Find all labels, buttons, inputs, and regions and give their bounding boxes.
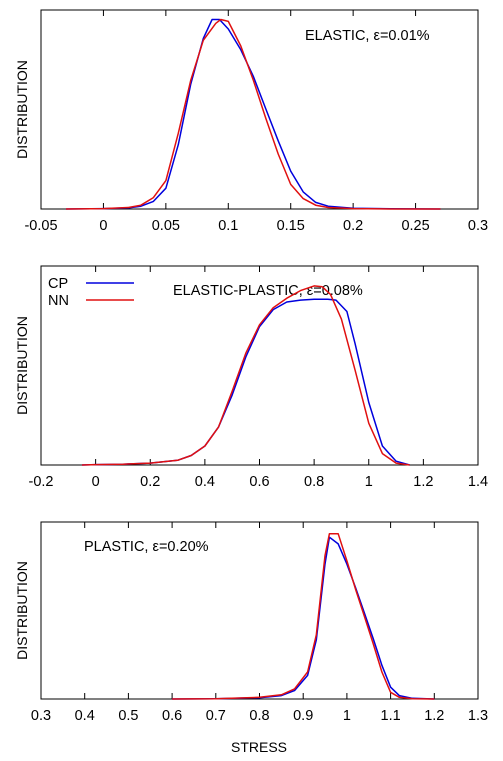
x-tick-label: 0.6 <box>249 474 269 490</box>
x-tick-label: 1.4 <box>468 474 488 490</box>
x-tick-label: 1.2 <box>424 708 444 724</box>
x-tick-label: 0.8 <box>249 708 269 724</box>
x-tick-label: -0.2 <box>29 474 54 490</box>
series-line-cp <box>65 18 441 210</box>
x-tick-label: -0.05 <box>24 218 57 234</box>
x-tick-label: 0.7 <box>206 708 226 724</box>
x-tick-label: 0 <box>92 474 100 490</box>
series-line-nn <box>172 533 435 700</box>
x-tick-label: 0.05 <box>152 218 180 234</box>
y-axis-label: DISTRIBUTION <box>14 316 30 415</box>
x-tick-label: 0.15 <box>277 218 305 234</box>
x-tick-label: 0.8 <box>304 474 324 490</box>
series-line-cp <box>172 536 435 700</box>
chart-panel-1: -0.05 0 0.05 0.1 0.15 0.2 0.25 0.3 DISTRIBUTION E… <box>14 9 488 234</box>
series-line-nn <box>81 285 410 466</box>
x-tick-label: 0.4 <box>75 708 95 724</box>
chart-panel-3: 0.3 0.4 0.5 0.6 0.7 0.8 0.9 1 1.1 1.2 1.3 DISTRIBUT… <box>14 521 488 724</box>
legend-label-cp: CP <box>48 276 68 292</box>
x-tick-label: 0.1 <box>218 218 238 234</box>
panel-annotation: ELASTIC-PLASTIC, ε=0.08% <box>173 283 363 299</box>
chart-panel-2: -0.2 0 0.2 0.4 0.6 0.8 1 1.2 1.4 DISTRIBUTION ELAS… <box>14 265 488 490</box>
x-tick-label: 0.2 <box>343 218 363 234</box>
series-line-nn <box>65 18 441 210</box>
panel-annotation: PLASTIC, ε=0.20% <box>84 539 209 555</box>
x-tick-label: 0.3 <box>31 708 51 724</box>
plot-frame <box>40 9 479 210</box>
x-tick-label: 1 <box>365 474 373 490</box>
x-tick-label: 1.1 <box>381 708 401 724</box>
x-tick-label: 0.4 <box>195 474 215 490</box>
x-tick-label: 1.2 <box>413 474 433 490</box>
series-line-cp <box>81 298 410 466</box>
x-tick-label: 1.3 <box>468 708 488 724</box>
x-axis-label: STRESS <box>231 739 287 755</box>
y-axis-label: DISTRIBUTION <box>14 561 30 660</box>
x-tick-label: 0.3 <box>468 218 488 234</box>
x-tick-label: 0.25 <box>401 218 429 234</box>
x-tick-label: 0.2 <box>140 474 160 490</box>
x-tick-label: 1 <box>343 708 351 724</box>
x-tick-label: 0.5 <box>118 708 138 724</box>
x-tick-label: 0 <box>99 218 107 234</box>
x-tick-label: 0.9 <box>293 708 313 724</box>
panel-annotation: ELASTIC, ε=0.01% <box>305 28 430 44</box>
y-axis-label: DISTRIBUTION <box>14 60 30 159</box>
x-tick-label: 0.6 <box>162 708 182 724</box>
legend-label-nn: NN <box>48 293 69 309</box>
